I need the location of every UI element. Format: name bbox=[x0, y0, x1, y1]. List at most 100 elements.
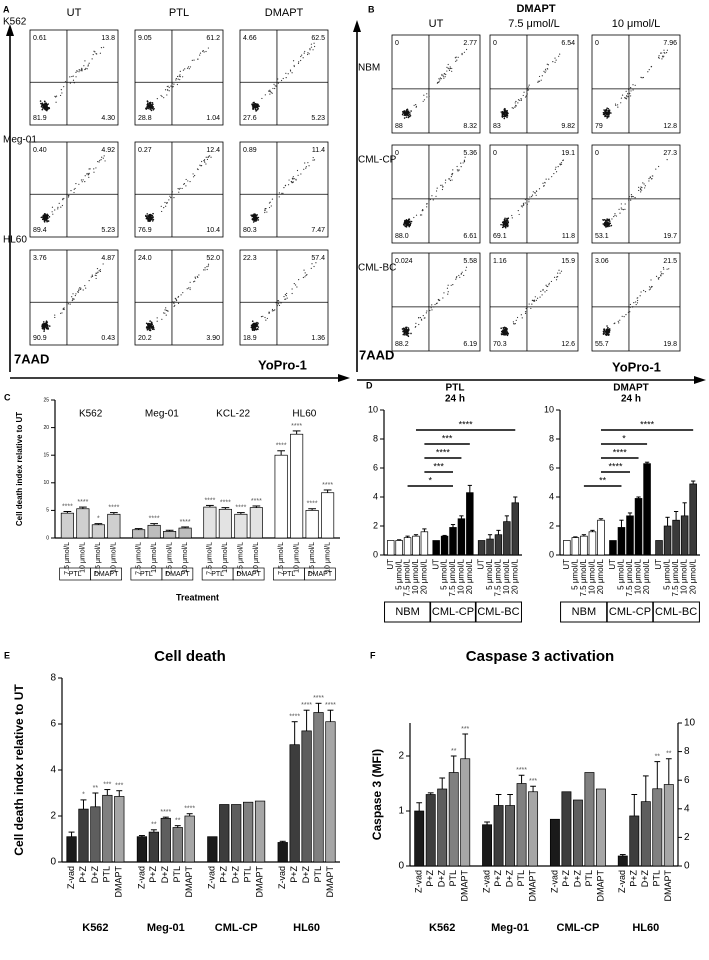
bar bbox=[486, 538, 494, 556]
quadrant-value: 4.30 bbox=[101, 115, 115, 122]
y-tick-label: 0 bbox=[373, 549, 378, 559]
quadrant-value: 83 bbox=[493, 123, 501, 130]
y2-tick-label: 8 bbox=[684, 746, 690, 757]
event-dot bbox=[83, 65, 85, 67]
event-dot bbox=[555, 166, 557, 168]
event-dot bbox=[523, 91, 525, 93]
bar bbox=[494, 534, 503, 556]
event-dot bbox=[67, 303, 70, 305]
x-tick-label: 20 μmol/L bbox=[465, 558, 474, 594]
x-tick-label: PTL bbox=[448, 870, 458, 887]
significance: **** bbox=[184, 806, 195, 813]
event-dot bbox=[69, 303, 71, 305]
significance: * bbox=[82, 792, 85, 799]
quadrant-value: 79 bbox=[595, 123, 603, 130]
event-dot bbox=[209, 155, 211, 157]
column-header: UT bbox=[429, 18, 444, 30]
bar bbox=[290, 433, 304, 539]
event-dot bbox=[156, 317, 158, 319]
event-dot bbox=[542, 182, 544, 184]
event-dot bbox=[451, 179, 453, 181]
event-dot bbox=[525, 307, 527, 310]
event-dot bbox=[652, 175, 654, 177]
bar bbox=[277, 842, 288, 863]
event-dot bbox=[605, 220, 607, 222]
event-dot bbox=[101, 156, 103, 158]
event-dot bbox=[504, 330, 507, 332]
event-dot bbox=[438, 81, 440, 83]
event-dot bbox=[431, 309, 433, 311]
event-dot bbox=[206, 158, 209, 161]
x-tick-label: D+Z bbox=[301, 866, 311, 884]
event-dot bbox=[663, 268, 665, 270]
event-dot bbox=[168, 86, 170, 89]
subgroup-box bbox=[304, 567, 336, 581]
event-dot bbox=[175, 298, 177, 301]
event-dot bbox=[280, 302, 282, 304]
event-dot bbox=[408, 220, 411, 223]
event-dot bbox=[174, 304, 176, 306]
bar bbox=[595, 788, 606, 867]
event-dot bbox=[41, 325, 44, 327]
event-dot bbox=[640, 191, 642, 193]
x-tick-label: 7.5 μmol/L bbox=[166, 542, 173, 575]
event-dot bbox=[447, 293, 449, 295]
event-dot bbox=[559, 164, 562, 166]
subgroup-label: DMAPT bbox=[165, 571, 190, 578]
event-dot bbox=[60, 312, 62, 314]
event-dot bbox=[410, 332, 412, 335]
event-dot bbox=[544, 68, 547, 70]
y-axis-title: Cell death index relative to UT bbox=[12, 684, 26, 856]
event-dot bbox=[403, 220, 406, 222]
significance: *** bbox=[103, 781, 111, 788]
chart-title: Caspase 3 activation bbox=[466, 648, 614, 665]
significance: **** bbox=[307, 501, 318, 508]
event-dot bbox=[42, 104, 45, 106]
event-dot bbox=[168, 90, 170, 92]
quadrant-value: 90.9 bbox=[33, 335, 47, 342]
event-dot bbox=[291, 72, 293, 74]
event-dot bbox=[602, 223, 605, 225]
significance: ** bbox=[93, 785, 99, 792]
event-dot bbox=[602, 219, 605, 221]
x-tick-label: D+Z bbox=[160, 866, 170, 884]
event-dot bbox=[635, 303, 637, 306]
event-dot bbox=[91, 274, 93, 276]
event-dot bbox=[288, 179, 290, 181]
event-dot bbox=[42, 217, 45, 220]
event-dot bbox=[94, 51, 96, 53]
event-dot bbox=[542, 288, 544, 291]
bar bbox=[449, 527, 457, 556]
event-dot bbox=[457, 56, 459, 58]
event-dot bbox=[617, 106, 619, 108]
quadrant-value: 0 bbox=[493, 40, 497, 47]
bar bbox=[289, 744, 300, 863]
event-dot bbox=[556, 276, 558, 278]
event-dot bbox=[620, 207, 622, 209]
event-dot bbox=[407, 116, 410, 119]
event-dot bbox=[531, 303, 533, 305]
event-dot bbox=[444, 182, 447, 184]
event-dot bbox=[273, 83, 275, 85]
event-dot bbox=[424, 317, 426, 319]
event-dot bbox=[51, 206, 54, 208]
event-dot bbox=[415, 105, 418, 108]
event-dot bbox=[604, 115, 607, 117]
event-dot bbox=[176, 75, 179, 78]
event-dot bbox=[458, 169, 460, 171]
y-tick-label: 2 bbox=[50, 811, 56, 822]
event-dot bbox=[189, 287, 191, 289]
quadrant-value: 62.5 bbox=[311, 35, 325, 42]
event-dot bbox=[666, 49, 668, 51]
quadrant-value: 0.43 bbox=[101, 335, 115, 342]
event-dot bbox=[255, 106, 257, 109]
event-dot bbox=[151, 215, 154, 217]
subgroup-label: PTL bbox=[211, 571, 224, 578]
row-label: CML-CP bbox=[358, 155, 397, 166]
y-tick-label: 0 bbox=[398, 861, 404, 872]
event-dot bbox=[51, 211, 53, 213]
event-dot bbox=[287, 184, 290, 186]
event-dot bbox=[602, 113, 605, 116]
event-dot bbox=[269, 89, 271, 91]
